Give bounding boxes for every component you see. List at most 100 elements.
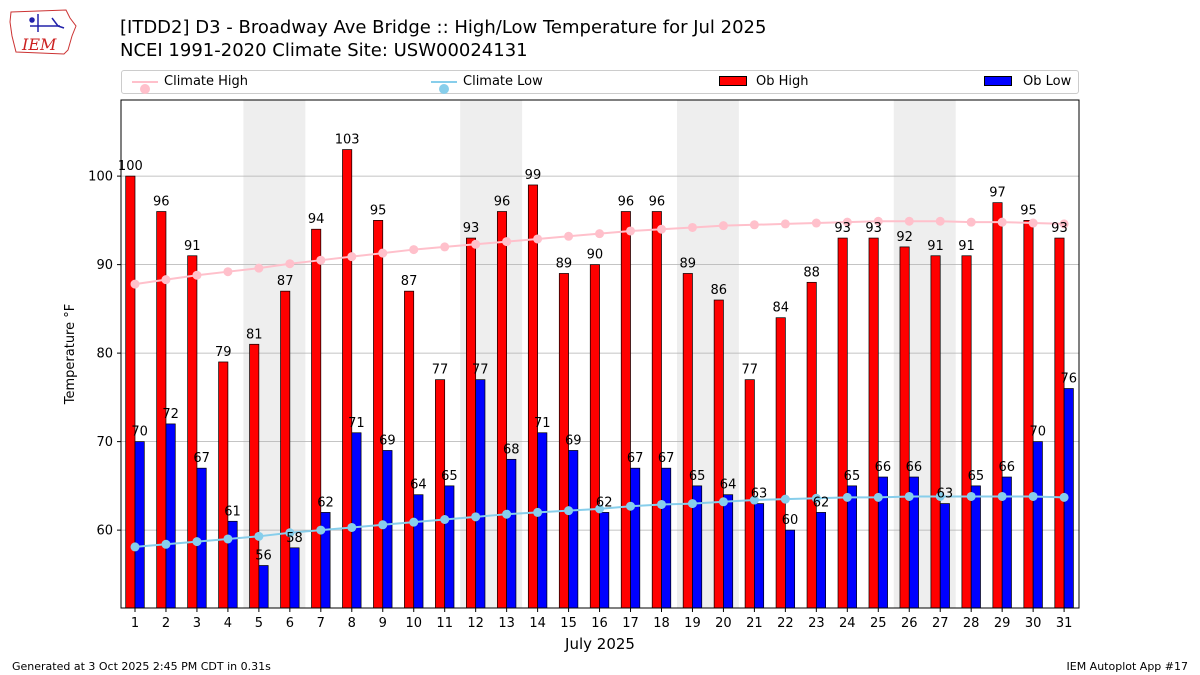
ytick-label-90: 90 — [96, 258, 113, 273]
iowa-state-outline-icon — [9, 9, 77, 55]
label-ob-low-day-2: 72 — [162, 407, 179, 422]
bar-ob-high-day-7 — [311, 228, 322, 609]
climate-low-point-day-26 — [904, 491, 914, 501]
bar-ob-high-day-25 — [868, 237, 879, 609]
climate-high-point-day-29 — [997, 217, 1007, 227]
bar-ob-high-day-10 — [404, 290, 415, 609]
label-ob-high-day-31: 93 — [1051, 221, 1068, 236]
ytick-label-70: 70 — [96, 435, 113, 450]
climate-low-point-day-5 — [254, 531, 264, 541]
bar-ob-low-day-14 — [537, 432, 548, 609]
climate-high-point-day-2 — [161, 275, 171, 285]
xtick-label-28: 28 — [963, 616, 980, 631]
xtick-label-10: 10 — [405, 616, 422, 631]
climate-low-point-day-27 — [935, 491, 945, 501]
legend-item-climate-high: Climate High — [132, 74, 249, 94]
label-ob-low-day-30: 70 — [1030, 425, 1047, 440]
climate-high-point-day-8 — [347, 252, 357, 262]
climate-low-point-day-30 — [1028, 491, 1038, 501]
label-ob-low-day-18: 67 — [658, 451, 675, 466]
label-ob-low-day-17: 67 — [627, 451, 644, 466]
climate-high-point-day-26 — [904, 216, 914, 226]
label-ob-high-day-5: 81 — [246, 327, 263, 342]
label-ob-low-day-26: 66 — [906, 460, 923, 475]
bar-ob-high-day-27 — [930, 255, 941, 609]
xtick-label-4: 4 — [224, 616, 232, 631]
xtick-label-23: 23 — [808, 616, 825, 631]
xtick-label-12: 12 — [467, 616, 484, 631]
bar-ob-high-day-19 — [682, 273, 693, 609]
climate-low-point-day-19 — [687, 499, 697, 509]
bar-ob-low-day-20 — [723, 494, 734, 609]
climate-high-point-day-12 — [471, 239, 481, 249]
ytick-label-60: 60 — [96, 524, 113, 539]
bar-ob-high-day-28 — [961, 255, 972, 609]
xtick-label-13: 13 — [498, 616, 515, 631]
climate-high-point-day-19 — [687, 222, 697, 232]
xtick-label-16: 16 — [591, 616, 608, 631]
label-ob-low-day-24: 65 — [844, 469, 861, 484]
bar-ob-high-day-26 — [899, 246, 910, 609]
bar-ob-high-day-16 — [589, 264, 600, 609]
climate-low-point-day-10 — [409, 517, 419, 527]
climate-high-point-day-20 — [718, 221, 728, 231]
bar-ob-high-day-12 — [466, 237, 477, 609]
climate-low-point-day-8 — [347, 522, 357, 532]
climate-low-point-day-12 — [471, 512, 481, 522]
label-ob-low-day-1: 70 — [131, 425, 148, 440]
bar-ob-high-day-8 — [342, 149, 353, 609]
legend-item-ob-low: Ob Low — [984, 74, 1071, 90]
climate-low-point-day-21 — [749, 495, 759, 505]
label-ob-high-day-4: 79 — [215, 345, 232, 360]
label-ob-low-day-7: 62 — [317, 495, 334, 510]
climate-low-point-day-4 — [223, 534, 233, 544]
label-ob-high-day-30: 95 — [1020, 203, 1037, 218]
bar-ob-low-day-6 — [289, 547, 300, 609]
climate-high-point-day-3 — [192, 270, 202, 280]
climate-high-point-day-10 — [409, 245, 419, 255]
bar-ob-low-day-24 — [846, 485, 857, 609]
bar-ob-low-day-23 — [815, 512, 826, 609]
label-ob-low-day-11: 65 — [441, 469, 458, 484]
bar-ob-low-day-28 — [970, 485, 981, 609]
climate-low-point-day-6 — [285, 528, 295, 538]
bar-ob-high-day-20 — [713, 299, 724, 609]
legend-swatch-climate-high — [132, 81, 158, 94]
xtick-label-19: 19 — [684, 616, 701, 631]
legend-swatch-climate-low — [431, 81, 457, 94]
climate-low-point-day-16 — [595, 504, 605, 514]
bar-ob-high-day-18 — [651, 211, 662, 609]
label-ob-low-day-4: 61 — [224, 504, 241, 519]
climate-high-point-day-22 — [780, 219, 790, 229]
xtick-label-5: 5 — [255, 616, 263, 631]
label-ob-low-day-15: 69 — [565, 433, 582, 448]
xtick-label-26: 26 — [901, 616, 918, 631]
xtick-label-17: 17 — [622, 616, 639, 631]
bar-ob-low-day-2 — [165, 423, 176, 609]
label-ob-high-day-3: 91 — [184, 239, 201, 254]
bar-ob-low-day-30 — [1032, 441, 1043, 609]
climate-high-point-day-13 — [502, 237, 512, 247]
xtick-label-18: 18 — [653, 616, 670, 631]
label-ob-high-day-8: 103 — [335, 133, 360, 148]
bar-ob-high-day-30 — [1023, 220, 1034, 609]
ytick-label-80: 80 — [96, 347, 113, 362]
bar-ob-low-day-4 — [227, 520, 238, 609]
climate-low-point-day-29 — [997, 491, 1007, 501]
climate-low-point-day-17 — [626, 501, 636, 511]
climate-low-point-day-25 — [873, 492, 883, 502]
legend-label-climate-high: Climate High — [164, 74, 249, 89]
label-ob-low-day-13: 68 — [503, 442, 520, 457]
chart-subtitle: NCEI 1991-2020 Climate Site: USW00024131 — [120, 40, 528, 61]
bar-ob-low-day-22 — [785, 529, 796, 609]
bar-ob-low-day-18 — [661, 467, 672, 609]
bar-ob-low-day-8 — [351, 432, 362, 609]
label-ob-low-day-20: 64 — [720, 478, 737, 493]
label-ob-high-day-13: 96 — [494, 195, 511, 210]
climate-low-point-day-23 — [811, 493, 821, 503]
label-ob-high-day-15: 89 — [556, 256, 573, 271]
legend-swatch-ob-low — [984, 76, 1012, 86]
climate-low-point-day-7 — [316, 525, 326, 535]
climate-high-point-day-18 — [656, 224, 666, 234]
